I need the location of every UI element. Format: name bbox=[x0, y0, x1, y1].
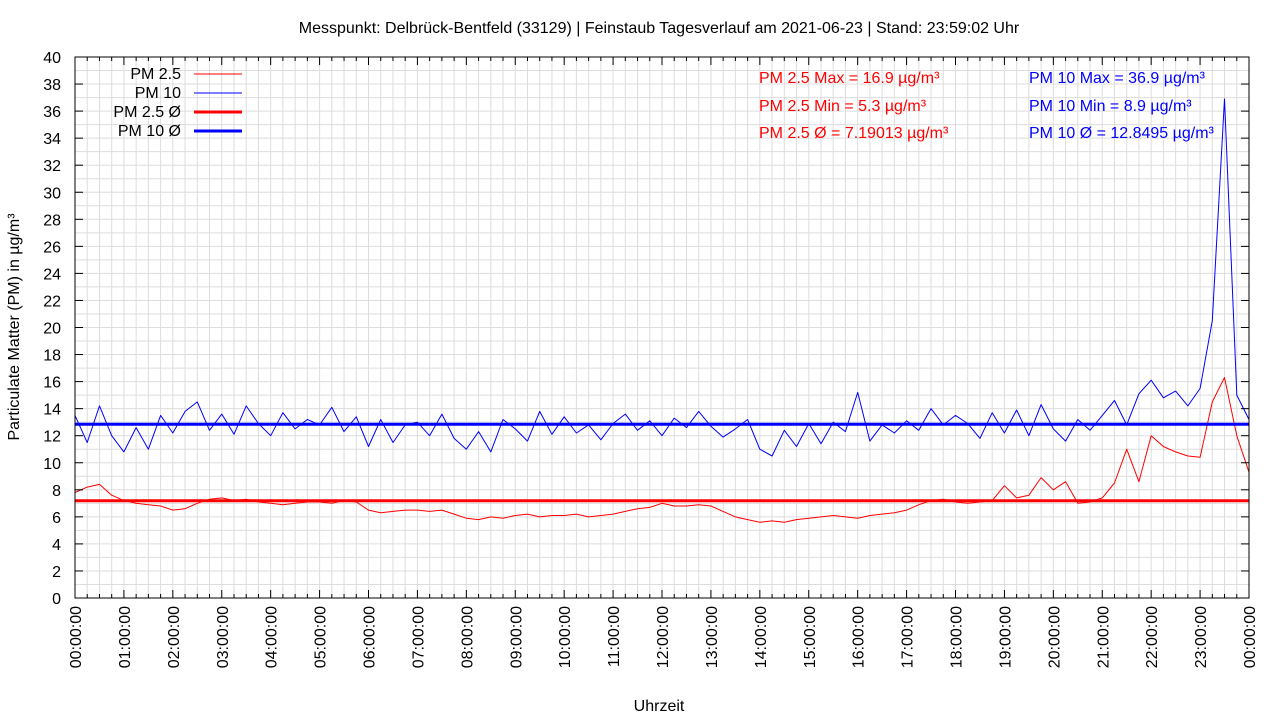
stat-pm10-max: PM 10 Max = 36.9 µg/m³ bbox=[1029, 70, 1206, 87]
y-tick-label: 40 bbox=[43, 50, 61, 67]
stat-pm25-min: PM 2.5 Min = 5.3 µg/m³ bbox=[759, 98, 927, 115]
y-tick-label: 28 bbox=[43, 212, 61, 229]
y-tick-label: 4 bbox=[52, 537, 61, 554]
x-tick-label: 01:00:00 bbox=[117, 606, 134, 668]
x-tick-label: 20:00:00 bbox=[1046, 606, 1063, 668]
y-tick-label: 26 bbox=[43, 239, 61, 256]
y-tick-label: 34 bbox=[43, 131, 61, 148]
x-tick-label: 19:00:00 bbox=[997, 606, 1014, 668]
y-tick-label: 20 bbox=[43, 321, 61, 338]
x-tick-label: 07:00:00 bbox=[410, 606, 427, 668]
x-tick-label: 16:00:00 bbox=[851, 606, 868, 668]
x-tick-label: 18:00:00 bbox=[949, 606, 966, 668]
y-tick-label: 18 bbox=[43, 348, 61, 365]
y-tick-label: 38 bbox=[43, 77, 61, 94]
y-tick-label: 14 bbox=[43, 402, 61, 419]
axis-ticks: 024681012141618202224262830323436384000:… bbox=[43, 50, 1259, 668]
y-tick-label: 24 bbox=[43, 266, 61, 283]
x-tick-label: 04:00:00 bbox=[264, 606, 281, 668]
series-line-pm-10 bbox=[74, 98, 1250, 457]
x-tick-label: 23:00:00 bbox=[1193, 606, 1210, 668]
y-tick-label: 10 bbox=[43, 456, 61, 473]
y-tick-label: 16 bbox=[43, 375, 61, 392]
y-tick-label: 12 bbox=[43, 429, 61, 446]
stat-pm25-avg: PM 2.5 Ø = 7.19013 µg/m³ bbox=[759, 125, 949, 142]
stat-pm25-max: PM 2.5 Max = 16.9 µg/m³ bbox=[759, 70, 940, 87]
legend: PM 2.5 PM 10 PM 2.5 Ø PM 10 Ø bbox=[113, 66, 242, 140]
series-layer bbox=[74, 98, 1250, 523]
y-tick-label: 32 bbox=[43, 158, 61, 175]
y-tick-label: 6 bbox=[52, 510, 61, 527]
x-tick-label: 13:00:00 bbox=[704, 606, 721, 668]
x-tick-label: 05:00:00 bbox=[313, 606, 330, 668]
x-tick-label: 22:00:00 bbox=[1144, 606, 1161, 668]
x-tick-label: 10:00:00 bbox=[557, 606, 574, 668]
x-tick-label: 02:00:00 bbox=[166, 606, 183, 668]
stat-pm10-min: PM 10 Min = 8.9 µg/m³ bbox=[1029, 98, 1192, 115]
legend-label: PM 10 Ø bbox=[118, 123, 181, 140]
y-axis-label: Particulate Matter (PM) in µg/m³ bbox=[6, 213, 23, 441]
legend-label: PM 2.5 Ø bbox=[113, 104, 181, 121]
x-tick-label: 12:00:00 bbox=[655, 606, 672, 668]
stat-pm10-avg: PM 10 Ø = 12.8495 µg/m³ bbox=[1029, 125, 1215, 142]
y-tick-label: 8 bbox=[52, 483, 61, 500]
x-tick-label: 17:00:00 bbox=[900, 606, 917, 668]
x-tick-label: 00:00:00 bbox=[68, 606, 85, 668]
x-tick-label: 14:00:00 bbox=[753, 606, 770, 668]
stats-pm25: PM 2.5 Max = 16.9 µg/m³ PM 2.5 Min = 5.3… bbox=[759, 70, 949, 142]
x-tick-label: 00:00:00 bbox=[1242, 606, 1259, 668]
x-tick-label: 06:00:00 bbox=[362, 606, 379, 668]
series-line-pm-2-5 bbox=[74, 377, 1250, 523]
x-tick-label: 09:00:00 bbox=[508, 606, 525, 668]
y-tick-label: 30 bbox=[43, 185, 61, 202]
y-tick-label: 2 bbox=[52, 564, 61, 581]
x-tick-label: 03:00:00 bbox=[215, 606, 232, 668]
x-axis-label: Uhrzeit bbox=[634, 698, 685, 715]
x-tick-label: 11:00:00 bbox=[606, 606, 623, 667]
x-tick-label: 15:00:00 bbox=[802, 606, 819, 668]
stats-pm10: PM 10 Max = 36.9 µg/m³ PM 10 Min = 8.9 µ… bbox=[1029, 70, 1215, 142]
y-tick-label: 0 bbox=[52, 591, 61, 608]
y-tick-label: 36 bbox=[43, 104, 61, 121]
legend-label: PM 2.5 bbox=[130, 66, 181, 83]
y-tick-label: 22 bbox=[43, 293, 61, 310]
legend-label: PM 10 bbox=[135, 85, 181, 102]
chart-title: Messpunkt: Delbrück-Bentfeld (33129) | F… bbox=[299, 20, 1020, 37]
x-tick-label: 21:00:00 bbox=[1095, 606, 1112, 668]
x-tick-label: 08:00:00 bbox=[459, 606, 476, 668]
